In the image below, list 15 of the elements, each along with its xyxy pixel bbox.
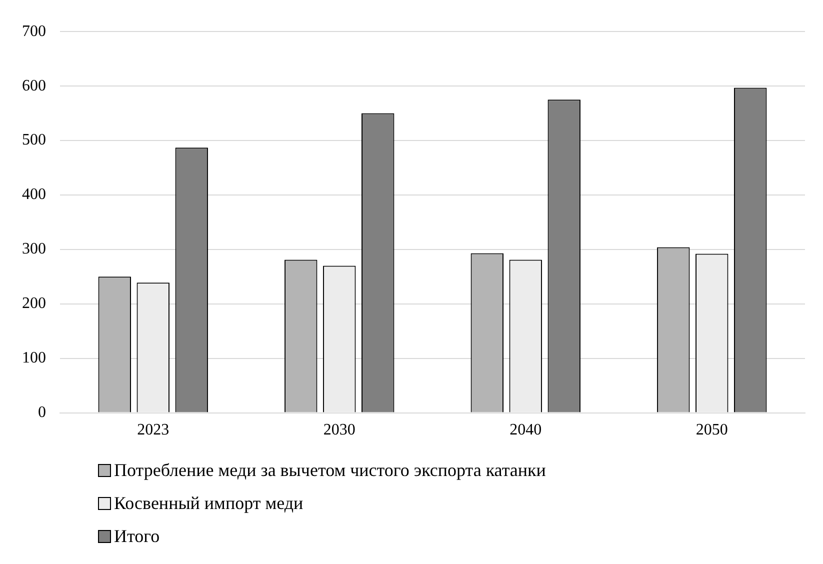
legend-label: Итого <box>114 526 160 547</box>
y-tick-label: 500 <box>22 132 46 149</box>
y-tick-label: 700 <box>22 22 46 40</box>
y-tick-label: 0 <box>38 404 46 422</box>
y-tick-label: 200 <box>22 295 46 312</box>
x-tick-label: 2050 <box>696 422 728 439</box>
x-tick-label: 2030 <box>323 422 356 439</box>
x-tick-label: 2023 <box>137 422 170 439</box>
y-tick-label: 100 <box>22 350 46 367</box>
y-tick-label: 600 <box>22 77 46 94</box>
legend-label: Косвенный импорт меди <box>114 493 304 514</box>
y-tick-label: 400 <box>22 186 46 204</box>
x-tick-label: 2040 <box>510 422 542 439</box>
y-tick-label: 300 <box>22 240 46 258</box>
legend-label: Потребление меди за вычетом чистого экспорта катанки <box>114 460 546 481</box>
